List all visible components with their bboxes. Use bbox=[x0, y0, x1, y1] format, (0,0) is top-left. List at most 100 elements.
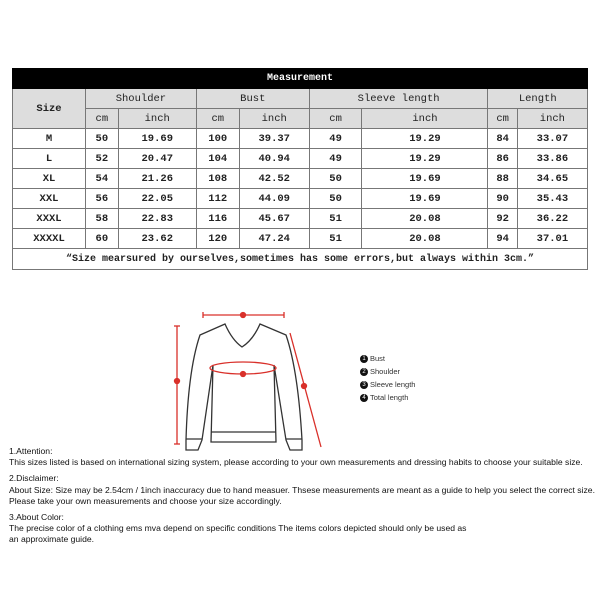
table-cell: 19.29 bbox=[361, 128, 489, 149]
legend-item: 1 Bust bbox=[360, 352, 415, 365]
table-title: Measurement bbox=[12, 68, 588, 89]
table-cell: 60 bbox=[85, 228, 119, 249]
legend-label: Bust bbox=[370, 354, 386, 363]
table-cell: 58 bbox=[85, 208, 119, 229]
size-cell: M bbox=[12, 128, 86, 149]
info-section: 2.Disclaimer: About Size: Size may be 2.5… bbox=[9, 473, 595, 507]
legend-item: 4 Total length bbox=[360, 391, 415, 404]
number-badge-icon: 2 bbox=[360, 368, 368, 377]
table-cell: 52 bbox=[85, 148, 119, 169]
table-row: L 52 20.47 104 40.94 49 19.29 86 33.86 bbox=[12, 148, 589, 169]
sweater-diagram bbox=[173, 311, 322, 451]
unit-header: inch bbox=[238, 108, 310, 129]
legend-label: Total length bbox=[370, 393, 409, 402]
table-cell: 108 bbox=[195, 168, 240, 189]
table-row: XL 54 21.26 108 42.52 50 19.69 88 34.65 bbox=[12, 168, 589, 189]
table-cell: 36.22 bbox=[516, 208, 589, 229]
legend-label: Sleeve length bbox=[370, 380, 416, 389]
table-cell: 50 bbox=[308, 188, 363, 209]
size-cell: XXXL bbox=[12, 208, 86, 229]
table-cell: 94 bbox=[487, 228, 518, 249]
table-cell: 88 bbox=[487, 168, 518, 189]
number-badge-icon: 4 bbox=[360, 394, 368, 403]
table-cell: 47.24 bbox=[238, 228, 310, 249]
table-cell: 44.09 bbox=[238, 188, 310, 209]
size-header: Size bbox=[12, 88, 86, 129]
legend-label: Shoulder bbox=[370, 367, 401, 376]
table-cell: 39.37 bbox=[238, 128, 310, 149]
group-header: Bust bbox=[195, 88, 310, 109]
table-row: XXL 56 22.05 112 44.09 50 19.69 90 35.43 bbox=[12, 188, 589, 209]
table-cell: 92 bbox=[487, 208, 518, 229]
size-cell: XXXXL bbox=[12, 228, 86, 249]
table-cell: 100 bbox=[195, 128, 240, 149]
table-cell: 20.47 bbox=[117, 148, 197, 169]
table-cell: 35.43 bbox=[516, 188, 589, 209]
table-cell: 86 bbox=[487, 148, 518, 169]
size-cell: L bbox=[12, 148, 86, 169]
table-cell: 49 bbox=[308, 148, 363, 169]
table-cell: 19.69 bbox=[117, 128, 197, 149]
info-line: About Size: Size may be 2.54cm / 1inch i… bbox=[9, 484, 595, 495]
table-cell: 42.52 bbox=[238, 168, 310, 189]
table-cell: 19.29 bbox=[361, 148, 489, 169]
unit-header: inch bbox=[516, 108, 589, 129]
unit-header: cm bbox=[85, 108, 119, 129]
table-cell: 33.86 bbox=[516, 148, 589, 169]
table-cell: 84 bbox=[487, 128, 518, 149]
table-cell: 120 bbox=[195, 228, 240, 249]
group-header: Shoulder bbox=[85, 88, 197, 109]
info-section: 1.Attention: This sizes listed is based o… bbox=[9, 446, 595, 468]
table-cell: 21.26 bbox=[117, 168, 197, 189]
unit-header: inch bbox=[361, 108, 489, 129]
diagram-legend: 1 Bust 2 Shoulder 3 Sleeve length 4 Total lengt… bbox=[360, 352, 415, 404]
table-cell: 49 bbox=[308, 128, 363, 149]
table-note: “Size mearsured by ourselves,sometimes h… bbox=[12, 248, 588, 270]
info-line: The precise color of a clothing ems mva … bbox=[9, 523, 467, 534]
size-chart-table: Measurement Size Shoulder Bust Sleeve le… bbox=[12, 68, 589, 270]
table-cell: 37.01 bbox=[516, 228, 589, 249]
unit-header: cm bbox=[308, 108, 363, 129]
table-cell: 22.05 bbox=[117, 188, 197, 209]
table-row: XXXL 58 22.83 116 45.67 51 20.08 92 36.22 bbox=[12, 208, 589, 229]
table-cell: 34.65 bbox=[516, 168, 589, 189]
table-cell: 23.62 bbox=[117, 228, 197, 249]
info-section: 3.About Color: The precise color of a clo… bbox=[9, 512, 595, 546]
table-cell: 19.69 bbox=[361, 168, 489, 189]
table-cell: 54 bbox=[85, 168, 119, 189]
table-cell: 40.94 bbox=[238, 148, 310, 169]
group-header: Length bbox=[487, 88, 588, 109]
table-cell: 50 bbox=[85, 128, 119, 149]
table-cell: 20.08 bbox=[361, 208, 489, 229]
info-line: an approximate guide. bbox=[9, 534, 95, 545]
number-badge-icon: 3 bbox=[360, 381, 368, 390]
info-text: 1.Attention: This sizes listed is based o… bbox=[9, 446, 595, 551]
size-cell: XXL bbox=[12, 188, 86, 209]
table-cell: 20.08 bbox=[361, 228, 489, 249]
table-row: M 50 19.69 100 39.37 49 19.29 84 33.07 bbox=[12, 128, 589, 149]
table-cell: 56 bbox=[85, 188, 119, 209]
table-cell: 104 bbox=[195, 148, 240, 169]
info-heading: 2.Disclaimer: bbox=[9, 473, 59, 484]
info-line: Please take your own measurements and ch… bbox=[9, 495, 282, 506]
number-badge-icon: 1 bbox=[360, 355, 368, 364]
table-cell: 112 bbox=[195, 188, 240, 209]
table-cell: 50 bbox=[308, 168, 363, 189]
unit-header: inch bbox=[117, 108, 197, 129]
table-cell: 51 bbox=[308, 228, 363, 249]
unit-header: cm bbox=[195, 108, 240, 129]
info-heading: 3.About Color: bbox=[9, 512, 64, 523]
table-cell: 45.67 bbox=[238, 208, 310, 229]
info-heading: 1.Attention: bbox=[9, 446, 53, 456]
table-cell: 90 bbox=[487, 188, 518, 209]
table-cell: 19.69 bbox=[361, 188, 489, 209]
legend-item: 3 Sleeve length bbox=[360, 378, 415, 391]
group-header: Sleeve length bbox=[308, 88, 489, 109]
table-cell: 33.07 bbox=[516, 128, 589, 149]
table-cell: 51 bbox=[308, 208, 363, 229]
legend-item: 2 Shoulder bbox=[360, 365, 415, 378]
table-cell: 22.83 bbox=[117, 208, 197, 229]
table-row: XXXXL 60 23.62 120 47.24 51 20.08 94 37.01 bbox=[12, 228, 589, 249]
size-cell: XL bbox=[12, 168, 86, 189]
unit-header: cm bbox=[487, 108, 518, 129]
